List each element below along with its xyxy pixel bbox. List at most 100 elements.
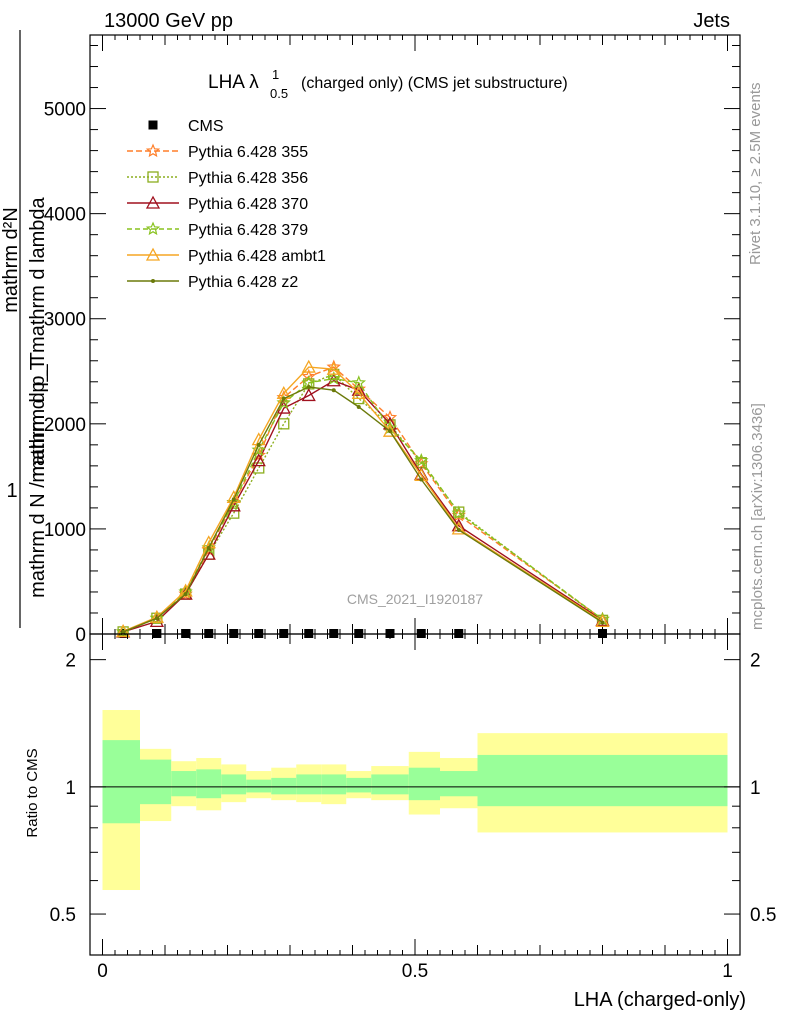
legend-label: Pythia 6.428 370 xyxy=(188,196,308,213)
main-ylabel: 1 mathrm d²N mathrm d p_T mathrm d lambd… xyxy=(0,30,49,628)
main-y-tick-label: 2000 xyxy=(44,415,86,436)
data-point xyxy=(149,610,165,625)
data-point xyxy=(253,462,265,474)
ratio-y-tick-label-right: 0.5 xyxy=(750,905,776,926)
data-point xyxy=(301,359,316,373)
series-line xyxy=(122,386,603,633)
legend-marker xyxy=(148,120,158,130)
ratio-band-inner xyxy=(171,771,197,797)
data-point xyxy=(154,616,159,621)
data-point xyxy=(226,490,241,504)
series-line xyxy=(122,366,603,633)
legend-marker xyxy=(145,195,161,209)
legend-label: Pythia 6.428 ambt1 xyxy=(188,248,326,265)
x-tick-label: 0 xyxy=(97,961,108,982)
data-point xyxy=(206,545,211,550)
main-y-tick-label: 3000 xyxy=(44,310,86,331)
ratio-band-inner xyxy=(102,740,140,824)
ratio-plot: 0 0.5 1 0.5 0.5 1 1 2 2 xyxy=(50,633,776,982)
rivet-label: Rivet 3.1.10, ≥ 2.5M events xyxy=(747,83,764,266)
data-point xyxy=(256,442,261,447)
data-point xyxy=(351,385,366,399)
ratio-band-inner xyxy=(477,754,728,807)
legend-marker xyxy=(145,221,161,236)
data-point xyxy=(351,381,367,396)
data-point xyxy=(301,388,316,402)
series-6 xyxy=(121,385,605,634)
data-point xyxy=(331,388,336,393)
data-point xyxy=(251,453,266,467)
legend-entry: CMS xyxy=(148,118,224,135)
mcplots-label: mcplots.cern.ch [arXiv:1306.3436] xyxy=(749,403,766,630)
data-point xyxy=(451,521,466,535)
data-point xyxy=(278,418,290,430)
ratio-band-inner xyxy=(371,774,409,795)
ratio-ylabel: Ratio to CMS xyxy=(24,748,41,837)
data-point xyxy=(326,361,341,375)
ratio-band-inner xyxy=(271,777,297,795)
main-y-tick-label: 5000 xyxy=(44,100,86,121)
ratio-band-inner xyxy=(196,769,222,799)
data-point xyxy=(228,507,240,519)
plot-title-main: LHA λ xyxy=(208,72,259,93)
ratio-band-inner xyxy=(346,777,372,793)
data-point xyxy=(388,429,392,434)
plot-title-rest: (charged only) (CMS jet substructure) xyxy=(301,75,568,92)
data-point xyxy=(600,620,605,625)
ratio-band-inner xyxy=(440,771,478,797)
ratio-band-inner xyxy=(296,774,322,795)
data-point xyxy=(121,629,126,634)
data-point xyxy=(356,405,361,410)
header-left: 13000 GeV pp xyxy=(104,10,233,32)
ratio-band-inner xyxy=(140,759,172,805)
data-point xyxy=(231,497,236,502)
legend-label: Pythia 6.428 379 xyxy=(188,222,308,239)
legend-entry: Pythia 6.428 356 xyxy=(127,170,308,187)
legend-label: Pythia 6.428 z2 xyxy=(188,274,298,291)
legend-entry: Pythia 6.428 355 xyxy=(127,143,308,161)
data-point xyxy=(351,375,367,390)
ratio-y-tick-label: 0.5 xyxy=(50,905,76,926)
data-point xyxy=(419,477,424,482)
ratio-y-tick-label: 2 xyxy=(65,651,76,672)
legend: CMS Pythia 6.428 355 Pythia 6.428 356 Pythi… xyxy=(127,118,326,291)
legend-label: Pythia 6.428 356 xyxy=(188,170,308,187)
legend-entry: Pythia 6.428 ambt1 xyxy=(127,247,326,265)
ratio-y-tick-label: 1 xyxy=(65,778,76,799)
header-right: Jets xyxy=(693,10,730,32)
main-y-tick-label: 1000 xyxy=(44,520,86,541)
ratio-y-tick-label-right: 1 xyxy=(750,778,761,799)
legend-entry: Pythia 6.428 370 xyxy=(127,195,308,213)
legend-label: CMS xyxy=(188,118,224,135)
data-point xyxy=(183,592,188,597)
ylabel-top-line1: mathrm d²N xyxy=(0,207,22,313)
watermark: CMS_2021_I1920187 xyxy=(347,591,483,607)
data-point xyxy=(149,609,164,623)
plot-title-sub: 0.5 xyxy=(270,86,288,101)
ylabel-top-line2: mathrm d p_T mathrm d lambda xyxy=(27,196,49,482)
data-point xyxy=(326,370,342,385)
ratio-band-inner xyxy=(221,774,247,795)
main-y-tick-label: 4000 xyxy=(44,205,86,226)
legend-marker xyxy=(145,143,161,158)
x-axis-label: LHA (charged-only) xyxy=(574,989,746,1011)
main-y-tick-label: 0 xyxy=(75,625,86,646)
x-tick-label: 0.5 xyxy=(402,961,428,982)
data-point xyxy=(413,453,429,467)
legend-marker xyxy=(147,171,159,183)
plot-title: LHA λ 1 0.5 (charged only) (CMS jet subs… xyxy=(208,67,568,101)
legend-label: Pythia 6.428 355 xyxy=(188,144,308,161)
plot-title-sup: 1 xyxy=(272,67,279,82)
ratio-band-inner xyxy=(246,779,272,793)
data-point xyxy=(451,505,467,520)
legend-entry: Pythia 6.428 z2 xyxy=(127,274,298,291)
ratio-y-tick-label-right: 2 xyxy=(750,651,761,672)
legend-entry: Pythia 6.428 379 xyxy=(127,221,308,239)
ylabel-bottom: mathrm d N / mathrm d p_T xyxy=(27,352,49,598)
x-tick-label: 1 xyxy=(722,961,733,982)
ylabel-one: 1 xyxy=(6,480,17,502)
data-point xyxy=(456,527,461,532)
legend-marker xyxy=(145,247,161,261)
main-plot: 0 1000 2000 3000 4000 5000 xyxy=(44,34,741,646)
